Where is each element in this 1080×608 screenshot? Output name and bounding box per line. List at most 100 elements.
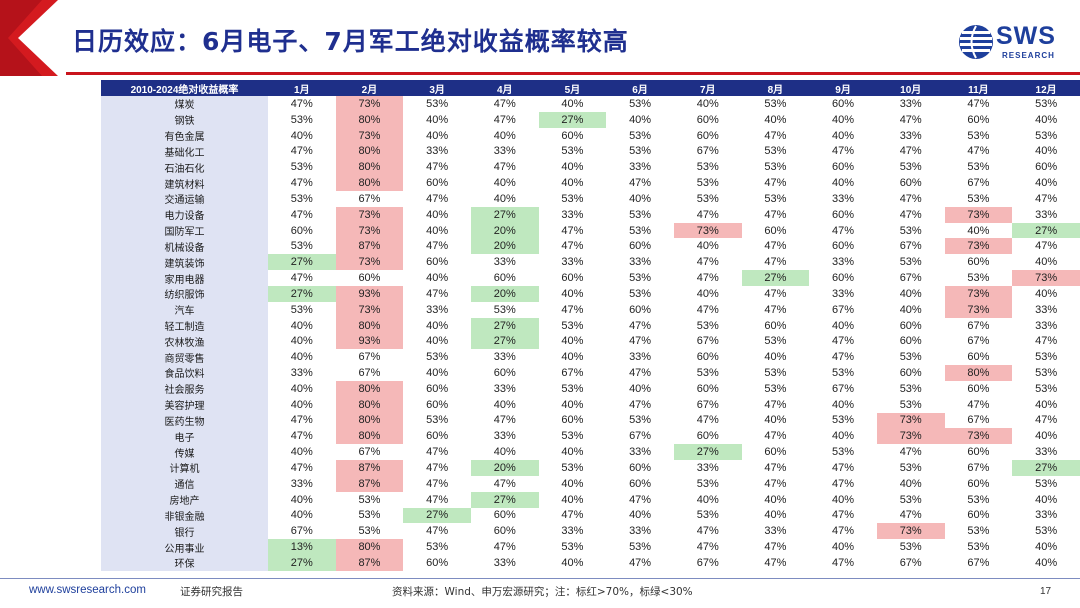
table-row: 电力设备 47% 73% 40% 27% 33% 53% 47% 47% 60% 47% 73% 33% xyxy=(101,206,1080,223)
probability-cell: 53% xyxy=(561,461,584,474)
table-row: 商贸零售 40% 67% 53% 33% 40% 33% 60% 40% 47% 53% 60% 53% xyxy=(101,349,1080,366)
probability-cell: 47% xyxy=(493,113,516,126)
probability-cell: 53% xyxy=(426,414,449,427)
probability-cell: 33% xyxy=(696,461,719,474)
probability-cell: 40% xyxy=(493,446,516,459)
probability-cell: 33% xyxy=(764,525,787,538)
probability-cell: 60% xyxy=(899,335,922,348)
probability-cell: 40% xyxy=(561,477,584,490)
probability-cell: 60% xyxy=(967,509,990,522)
industry-name: 建筑材料 xyxy=(101,175,268,191)
probability-cell: 13% xyxy=(267,539,336,556)
probability-cell: 53% xyxy=(561,382,584,395)
probability-cell: 60% xyxy=(696,430,719,443)
probability-cell: 47% xyxy=(832,477,855,490)
probability-cell: 53% xyxy=(290,303,313,316)
probability-cell: 93% xyxy=(335,333,404,350)
probability-cell: 47% xyxy=(1035,335,1058,348)
probability-cell: 60% xyxy=(967,113,990,126)
header-month: 1月 xyxy=(267,80,336,96)
probability-cell: 33% xyxy=(629,256,652,269)
probability-cell: 47% xyxy=(561,224,584,237)
probability-cell: 40% xyxy=(493,192,516,205)
probability-cell: 47% xyxy=(832,509,855,522)
probability-cell: 40% xyxy=(290,351,313,364)
probability-cell: 60% xyxy=(426,256,449,269)
probability-cell: 53% xyxy=(899,461,922,474)
probability-cell: 67% xyxy=(899,240,922,253)
probability-cell: 40% xyxy=(629,192,652,205)
probability-cell: 47% xyxy=(493,161,516,174)
table-row: 美容护理 40% 80% 60% 40% 40% 47% 67% 47% 40% 53% 47% 40% xyxy=(101,396,1080,413)
probability-cell: 40% xyxy=(561,161,584,174)
probability-cell: 27% xyxy=(1012,222,1080,239)
report-type-label: 证券研究报告 xyxy=(180,586,243,598)
probability-cell: 87% xyxy=(335,555,404,571)
probability-cell: 40% xyxy=(561,446,584,459)
probability-cell: 47% xyxy=(1035,240,1058,253)
industry-name: 交通运输 xyxy=(101,190,268,207)
probability-cell: 93% xyxy=(335,285,404,302)
industry-name: 农林牧渔 xyxy=(101,333,268,350)
probability-cell: 47% xyxy=(426,477,449,490)
probability-cell: 27% xyxy=(470,491,539,508)
probability-cell: 40% xyxy=(426,319,449,332)
probability-cell: 73% xyxy=(944,301,1013,318)
probability-cell: 40% xyxy=(899,303,922,316)
page-number: 17 xyxy=(1040,586,1052,597)
probability-cell: 40% xyxy=(832,113,855,126)
probability-cell: 80% xyxy=(944,365,1013,381)
probability-cell: 53% xyxy=(1035,351,1058,364)
probability-cell: 40% xyxy=(426,272,449,285)
probability-cell: 40% xyxy=(561,398,584,411)
industry-name: 石油石化 xyxy=(101,159,268,176)
table-row: 建筑材料 47% 80% 60% 40% 40% 47% 53% 47% 40% 60% 67% 40% xyxy=(101,175,1080,191)
sws-logo: SWS RESEARCH xyxy=(958,20,1058,66)
probability-cell: 33% xyxy=(290,366,313,379)
industry-name: 汽车 xyxy=(101,301,268,318)
probability-cell: 53% xyxy=(696,192,719,205)
probability-cell: 27% xyxy=(470,206,539,223)
industry-name: 银行 xyxy=(101,523,268,540)
probability-cell: 60% xyxy=(493,366,516,379)
probability-cell: 47% xyxy=(1035,192,1058,205)
probability-cell: 47% xyxy=(832,335,855,348)
red-chevron-decoration xyxy=(0,0,58,76)
probability-cell: 47% xyxy=(832,525,855,538)
probability-cell: 47% xyxy=(290,97,313,110)
industry-name: 煤炭 xyxy=(101,96,268,112)
industry-name: 房地产 xyxy=(101,491,268,508)
probability-cell: 40% xyxy=(1035,398,1058,411)
industry-name: 纺织服饰 xyxy=(101,285,268,302)
probability-cell: 47% xyxy=(832,461,855,474)
probability-cell: 47% xyxy=(696,303,719,316)
probability-cell: 67% xyxy=(967,335,990,348)
probability-cell: 40% xyxy=(426,366,449,379)
website-link[interactable]: www.swsresearch.com xyxy=(29,584,146,596)
probability-cell: 40% xyxy=(290,129,313,142)
probability-cell: 53% xyxy=(899,351,922,364)
probability-cell: 67% xyxy=(832,303,855,316)
probability-cell: 53% xyxy=(561,192,584,205)
probability-cell: 47% xyxy=(832,556,855,569)
probability-cell: 33% xyxy=(1035,319,1058,332)
probability-cell: 40% xyxy=(696,287,719,300)
probability-cell: 53% xyxy=(696,177,719,190)
probability-cell: 60% xyxy=(967,256,990,269)
probability-cell: 53% xyxy=(899,256,922,269)
table-row: 建筑装饰 27% 73% 60% 33% 33% 33% 47% 47% 33% 53% 60% 40% xyxy=(101,254,1080,271)
table-row: 计算机 47% 87% 47% 20% 53% 60% 33% 47% 47% 53% 67% 27% xyxy=(101,460,1080,476)
probability-cell: 47% xyxy=(561,303,584,316)
probability-cell: 60% xyxy=(561,414,584,427)
table-row: 公用事业 13% 80% 53% 47% 53% 53% 47% 47% 40% 53% 53% 40% xyxy=(101,539,1080,556)
probability-cell: 53% xyxy=(967,161,990,174)
probability-cell: 53% xyxy=(967,493,990,506)
probability-cell: 47% xyxy=(493,477,516,490)
probability-cell: 53% xyxy=(629,97,652,110)
probability-cell: 27% xyxy=(470,317,539,334)
probability-cell: 53% xyxy=(764,97,787,110)
probability-cell: 80% xyxy=(335,380,404,397)
probability-cell: 47% xyxy=(899,145,922,158)
probability-cell: 73% xyxy=(944,428,1013,445)
probability-cell: 27% xyxy=(741,270,810,286)
